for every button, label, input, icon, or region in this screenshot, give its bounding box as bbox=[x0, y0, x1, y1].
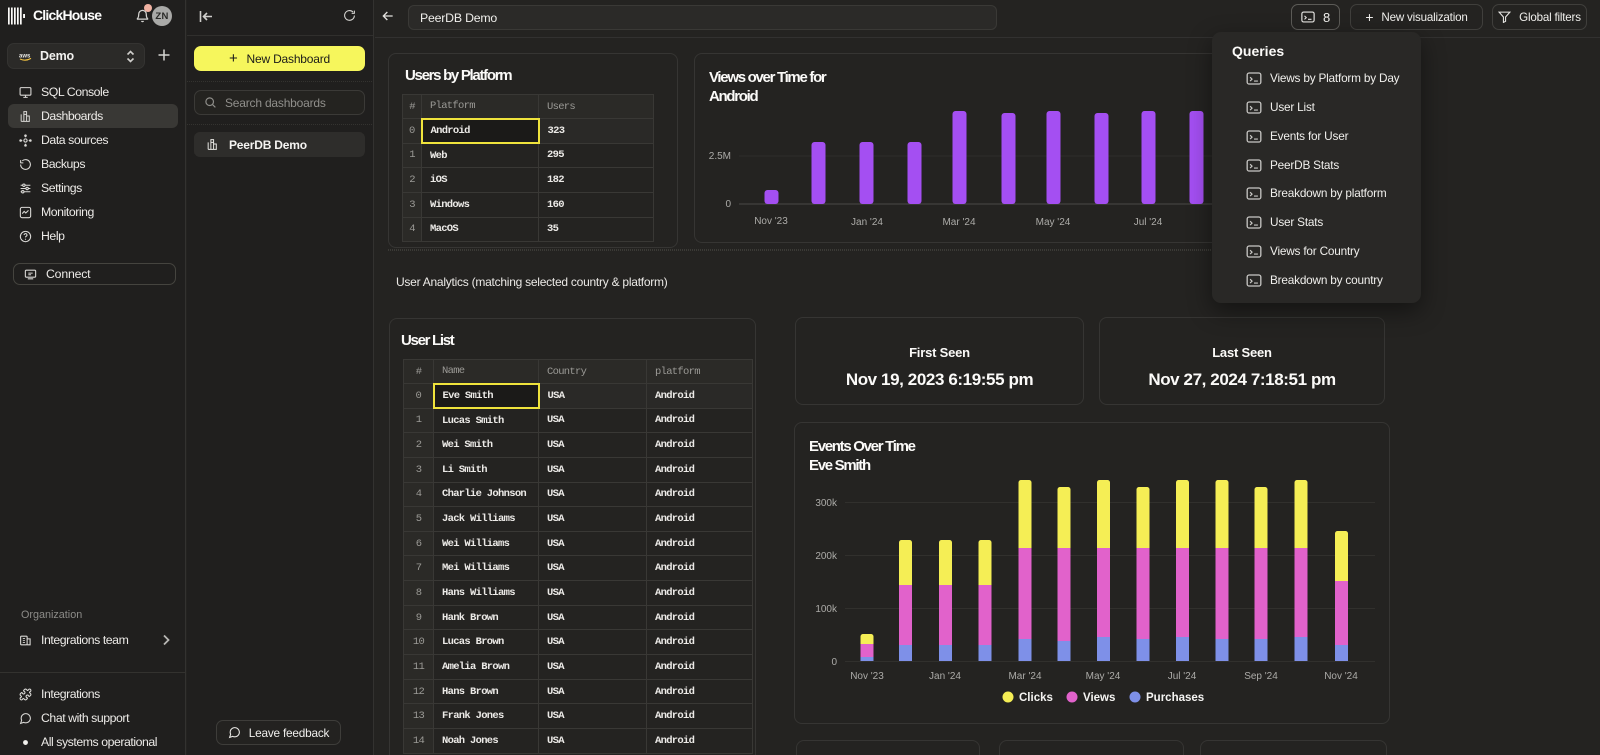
svg-text:Mar '24: Mar '24 bbox=[942, 217, 975, 228]
svg-text:Jan '24: Jan '24 bbox=[929, 671, 961, 682]
svg-text:Nov '23: Nov '23 bbox=[754, 216, 788, 227]
svg-text:0: 0 bbox=[725, 199, 731, 210]
svg-text:100k: 100k bbox=[815, 604, 838, 615]
svg-text:Sep '24: Sep '24 bbox=[1244, 671, 1278, 682]
svg-text:May '24: May '24 bbox=[1036, 217, 1071, 228]
svg-text:200k: 200k bbox=[815, 551, 838, 562]
svg-text:Views: Views bbox=[1083, 692, 1115, 704]
svg-text:Jan '24: Jan '24 bbox=[851, 217, 883, 228]
svg-text:Nov '24: Nov '24 bbox=[1324, 671, 1358, 682]
svg-text:2.5M: 2.5M bbox=[709, 151, 731, 162]
svg-text:May '24: May '24 bbox=[1086, 671, 1121, 682]
svg-text:Mar '24: Mar '24 bbox=[1008, 671, 1041, 682]
svg-text:Jul '24: Jul '24 bbox=[1168, 671, 1197, 682]
svg-text:Clicks: Clicks bbox=[1019, 692, 1053, 704]
svg-text:0: 0 bbox=[831, 657, 837, 668]
svg-text:Jul '24: Jul '24 bbox=[1134, 217, 1163, 228]
svg-text:Purchases: Purchases bbox=[1146, 692, 1204, 704]
svg-text:aws: aws bbox=[19, 53, 31, 59]
svg-text:Nov '23: Nov '23 bbox=[850, 671, 884, 682]
svg-text:300k: 300k bbox=[815, 498, 838, 509]
